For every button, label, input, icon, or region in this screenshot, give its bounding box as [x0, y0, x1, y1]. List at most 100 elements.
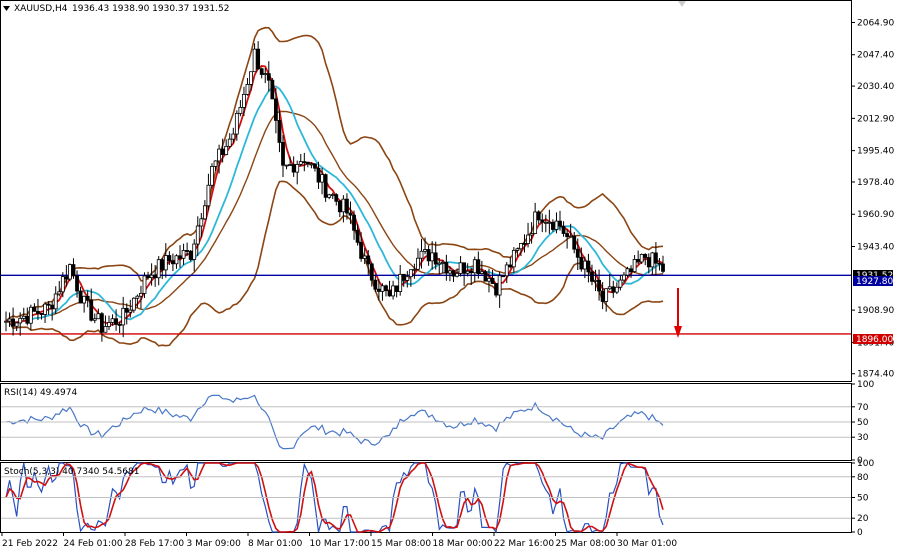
candle-body [330, 194, 335, 197]
stoch-tick-label: 50 [857, 494, 869, 504]
candle-body [302, 161, 307, 164]
support-price-box [853, 334, 893, 344]
price-tick-label: 1995.40 [857, 147, 894, 157]
candle-body [476, 259, 481, 275]
candle-body [604, 288, 609, 302]
candle-body [586, 260, 591, 273]
rsi-tick-label: 50 [857, 418, 869, 428]
triangle-down-icon[interactable] [3, 6, 10, 11]
candle-body [522, 243, 527, 245]
candle-body [479, 271, 484, 275]
bollinger-middle [5, 110, 664, 324]
candle-body [376, 288, 381, 292]
candle-body [607, 286, 612, 290]
candle-body [309, 163, 314, 166]
candle-body [551, 221, 555, 230]
candle-body [178, 255, 182, 259]
candle-body [128, 309, 133, 313]
ohlc-values: 1936.43 1938.90 1930.37 1931.52 [72, 4, 229, 14]
candle-body [36, 310, 40, 314]
time-label: 22 Mar 16:00 [494, 539, 554, 549]
candle-body [515, 248, 520, 251]
candle-body [281, 142, 285, 166]
candle-body [224, 145, 229, 155]
candle-body [50, 304, 55, 310]
stoch-tick-label: 80 [857, 473, 869, 483]
candle-body [511, 249, 516, 268]
candle-body [171, 260, 175, 265]
candle-body [497, 275, 502, 296]
candle-body [142, 275, 147, 294]
rsi-tick-label: 30 [857, 433, 869, 443]
candle-body [345, 198, 349, 214]
candle-body [394, 285, 399, 292]
candle-body [575, 248, 580, 258]
candle-body [188, 250, 193, 260]
candle-body [263, 73, 268, 76]
rsi-line [5, 394, 664, 450]
level-price-label: 1927.80 [856, 277, 893, 287]
candle-body [92, 318, 97, 321]
candle-body [380, 285, 385, 292]
candle-body [547, 221, 552, 224]
candle-body [636, 259, 641, 263]
candle-body [89, 299, 94, 321]
candle-body [455, 273, 459, 277]
candle-body [622, 274, 626, 281]
candle-body [295, 164, 300, 173]
candle-body [99, 313, 104, 333]
scroll-marker-icon[interactable] [678, 1, 686, 7]
candle-body [341, 198, 346, 213]
candle-body [213, 160, 218, 167]
candle-body [284, 164, 289, 167]
time-label: 18 Mar 00:00 [433, 539, 493, 549]
candle-body [146, 275, 150, 279]
candle-body [543, 221, 548, 224]
rsi-label: RSI(14) 49.4974 [4, 388, 77, 398]
candle-body [156, 259, 161, 279]
candle-body [245, 84, 250, 95]
ma-slow-line [5, 85, 664, 324]
candle-body [313, 163, 317, 169]
rsi-tick-label: 100 [857, 380, 874, 390]
time-label: 10 Mar 17:00 [310, 539, 370, 549]
candle-body [472, 259, 477, 274]
candle-body [57, 291, 62, 295]
rsi-tick-label: 70 [857, 403, 869, 413]
candle-body [614, 286, 619, 293]
candle-body [593, 279, 598, 282]
price-tick-label: 2064.90 [857, 18, 894, 28]
level-price-box [853, 276, 893, 286]
stoch-tick-label: 100 [857, 459, 874, 469]
candle-body [465, 270, 470, 274]
price-tick-label: 2047.40 [857, 51, 894, 61]
candle-body [579, 256, 584, 270]
candle-body [618, 279, 623, 288]
candle-body [572, 235, 577, 250]
candle-body [121, 307, 126, 326]
candle-body [430, 252, 435, 262]
price-tick-label: 2030.40 [857, 82, 894, 92]
candle-body [274, 98, 278, 121]
candle-body [337, 200, 342, 213]
time-label: 25 Mar 08:00 [556, 539, 616, 549]
candle-body [611, 286, 616, 293]
candle-body [419, 250, 424, 259]
candle-body [462, 262, 467, 274]
down-arrow-icon [674, 288, 682, 338]
candle-body [131, 297, 136, 311]
candle-body [519, 243, 523, 250]
candle-body [206, 184, 211, 207]
candle-body [600, 290, 605, 302]
candle-body [398, 273, 403, 292]
main-price-panel[interactable] [0, 0, 852, 382]
candle-body [508, 264, 513, 268]
candle-body [554, 220, 559, 230]
candle-body [384, 285, 388, 292]
candle-body [75, 275, 79, 292]
candle-body [316, 167, 321, 183]
candle-body [369, 263, 374, 281]
candle-body [291, 164, 296, 173]
candle-body [639, 253, 644, 263]
